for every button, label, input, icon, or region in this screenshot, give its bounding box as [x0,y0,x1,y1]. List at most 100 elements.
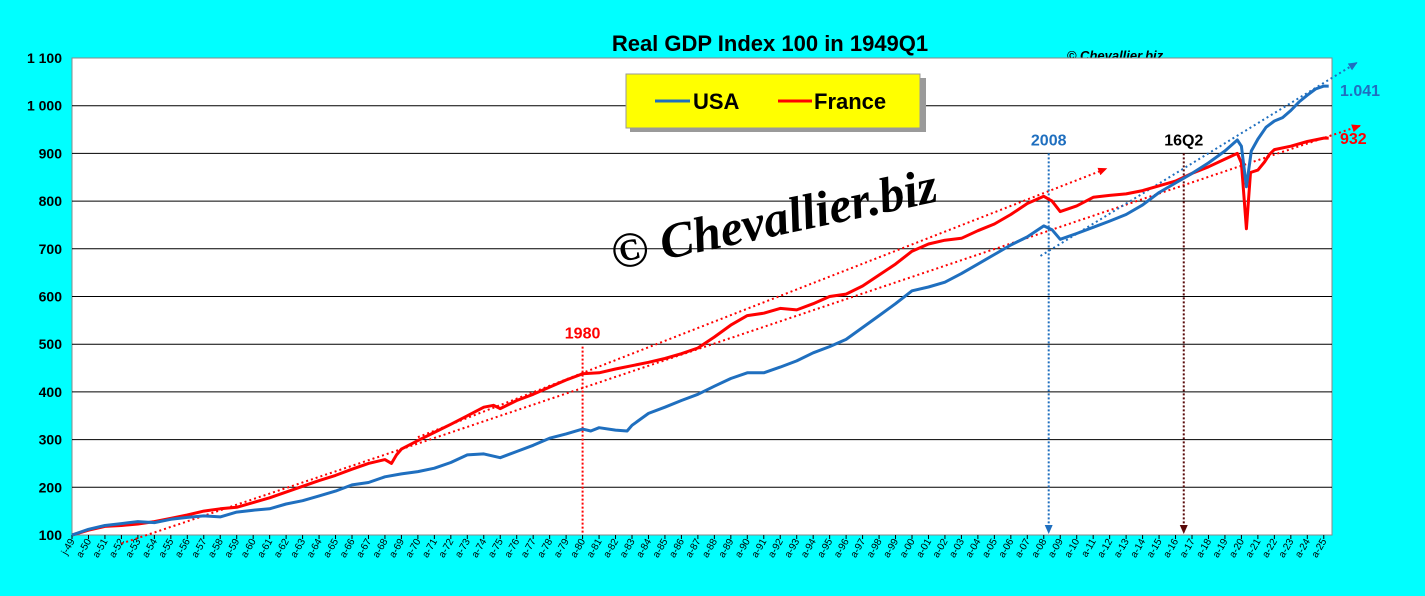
annotation-label: 1980 [565,326,601,343]
annotation-label: 16Q2 [1164,132,1203,149]
x-tick-label: a-62 [272,537,292,560]
legend: USA France [625,73,926,132]
x-tick-label: a-01 [915,537,935,560]
x-tick-label: a-12 [1096,537,1116,560]
x-tick-label: a-99 [882,537,902,560]
y-tick-label: 400 [39,384,63,400]
x-tick-label: a-50 [75,537,95,560]
end-labels: 1.041 932 [1340,83,1380,148]
x-axis-labels: j-49a-50a-51a-52a-53a-54a-55a-56a-57a-58… [59,535,1330,560]
y-tick-label: 800 [39,193,63,209]
x-tick-label: a-87 [684,537,704,560]
x-tick-label: a-83 [618,537,638,560]
annotations: 1980 2008 16Q2 [565,132,1203,534]
x-tick-label: a-98 [865,537,885,560]
x-tick-label: a-67 [355,537,375,560]
x-tick-label: a-19 [1211,537,1231,560]
x-tick-label: a-79 [552,537,572,560]
legend-usa-label: USA [693,89,740,114]
x-tick-label: a-57 [190,537,210,560]
x-tick-label: a-80 [569,537,589,560]
x-tick-label: a-89 [717,537,737,560]
end-value-label: 1.041 [1340,83,1380,100]
x-tick-label: a-15 [1145,537,1165,560]
y-tick-label: 100 [39,527,63,543]
x-tick-label: a-03 [947,537,967,560]
x-tick-label: a-61 [256,537,276,560]
x-tick-label: a-20 [1227,537,1247,560]
series-line-usa [71,84,1329,537]
x-tick-label: a-70 [404,537,424,560]
x-tick-label: a-82 [602,537,622,560]
x-tick-label: a-95 [816,537,836,560]
x-tick-label: a-07 [1013,537,1033,560]
x-tick-label: a-96 [832,537,852,560]
trendline [1039,61,1358,257]
y-tick-label: 300 [39,432,63,448]
legend-france-label: France [814,89,886,114]
x-tick-label: a-85 [651,537,671,560]
y-tick-label: 900 [39,145,63,161]
x-tick-label: a-84 [635,537,655,560]
x-tick-label: a-04 [964,537,984,560]
x-tick-label: a-02 [931,537,951,560]
x-tick-label: a-92 [766,537,786,560]
x-tick-label: a-25 [1310,537,1330,560]
x-tick-label: a-09 [1046,537,1066,560]
x-tick-label: a-64 [305,537,325,560]
x-tick-label: a-58 [206,537,226,560]
trendlines [121,61,1361,545]
series-lines [71,84,1329,537]
y-tick-label: 700 [39,241,63,257]
x-tick-label: a-72 [437,537,457,560]
x-tick-label: a-81 [585,537,605,560]
x-tick-label: a-08 [1030,537,1050,560]
chart-title: Real GDP Index 100 in 1949Q1 [612,31,928,56]
x-tick-label: a-14 [1129,537,1149,560]
y-tick-label: 200 [39,479,63,495]
x-tick-label: a-55 [157,537,177,560]
x-tick-label: a-68 [371,537,391,560]
y-tick-label: 1 100 [27,50,62,66]
trendline [417,167,1108,439]
x-tick-label: a-78 [536,537,556,560]
y-axis-labels: 100 200 300 400 500 600 700 800 900 1 000 1 100 [27,50,62,543]
y-tick-label: 600 [39,289,63,305]
x-tick-label: a-77 [519,537,539,560]
annotation-label: 2008 [1031,132,1067,149]
x-tick-label: a-93 [783,537,803,560]
x-tick-label: a-86 [667,537,687,560]
x-tick-label: a-53 [124,537,144,560]
x-tick-label: a-94 [799,537,819,560]
x-tick-label: a-22 [1260,537,1280,560]
x-tick-label: a-06 [997,537,1017,560]
y-tick-label: 500 [39,336,63,352]
x-tick-label: a-63 [289,537,309,560]
x-tick-label: a-24 [1293,537,1313,560]
x-tick-label: a-00 [898,537,918,560]
x-tick-label: a-11 [1080,537,1099,560]
x-tick-label: a-69 [387,537,407,560]
x-tick-label: a-10 [1063,537,1083,560]
x-tick-label: a-65 [322,537,342,560]
x-tick-label: a-88 [700,537,720,560]
x-tick-label: a-17 [1178,537,1198,560]
x-tick-label: a-76 [503,537,523,560]
x-tick-label: a-05 [980,537,1000,560]
y-tick-label: 1 000 [27,98,62,114]
end-value-label: 932 [1340,131,1367,148]
x-tick-label: a-97 [849,537,869,560]
x-tick-label: a-66 [338,537,358,560]
x-tick-label: a-52 [107,537,127,560]
x-tick-label: a-51 [91,537,111,560]
x-tick-label: a-13 [1112,537,1132,560]
x-tick-label: a-75 [486,537,506,560]
x-tick-label: a-74 [470,537,490,560]
x-tick-label: a-56 [173,537,193,560]
x-tick-label: a-21 [1244,537,1264,560]
x-tick-label: a-71 [420,537,440,560]
x-tick-label: a-91 [750,537,770,560]
x-tick-label: a-16 [1162,537,1182,560]
x-tick-label: a-59 [223,537,243,560]
